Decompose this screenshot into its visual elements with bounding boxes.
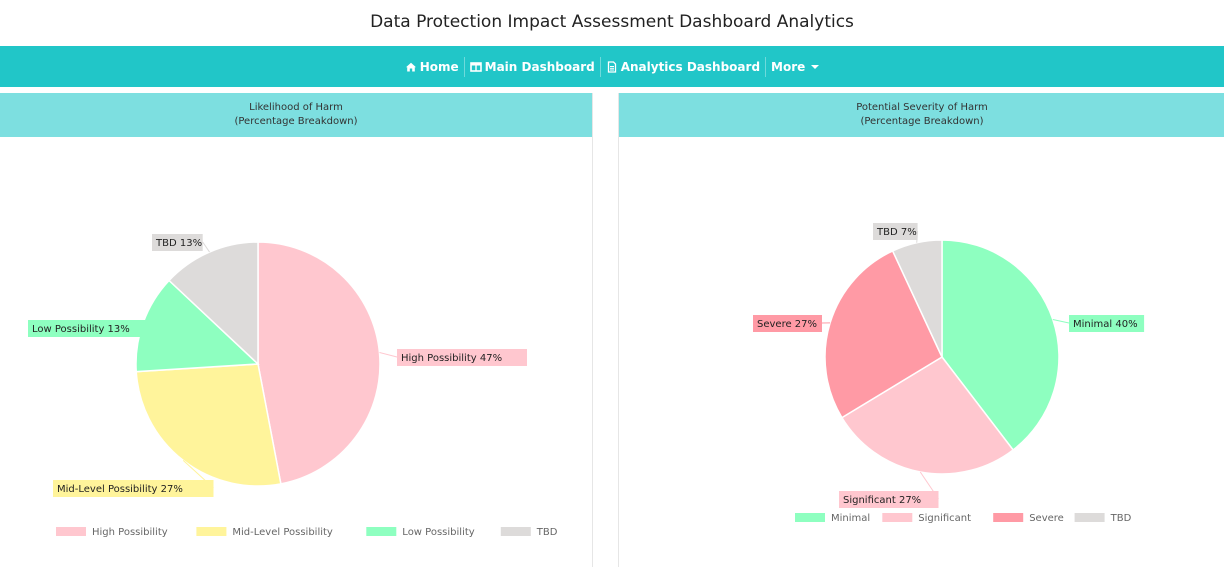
legend-swatch-high-possibility[interactable] [56, 527, 86, 536]
legend-label-tbd[interactable]: TBD [1110, 513, 1132, 524]
severity-panel-title: Potential Severity of Harm [856, 102, 988, 113]
data-label-box-tbd [152, 234, 203, 251]
legend-label-mid-level-possibility[interactable]: Mid-Level Possibility [232, 527, 333, 538]
legend-label-tbd[interactable]: TBD [536, 527, 558, 538]
legend-swatch-mid-level-possibility[interactable] [196, 527, 227, 536]
dashboard-icon [469, 61, 482, 72]
legend-label-low-possibility[interactable]: Low Possibility [402, 527, 474, 538]
data-label-minimal: Minimal 40% [1073, 319, 1138, 330]
pie-slice-tbd[interactable] [168, 241, 259, 366]
data-label-low-possibility: Low Possibility 13% [32, 324, 130, 335]
legend-swatch-low-possibility[interactable] [366, 527, 397, 536]
likelihood-panel-header: Likelihood of Harm (Percentage Breakdown… [0, 93, 592, 137]
data-label-box-mid-level-possibility [53, 480, 214, 497]
nav-main-dashboard[interactable]: Main Dashboard [463, 56, 600, 77]
data-label-box-severe [753, 315, 822, 332]
severity-panel: Potential Severity of Harm (Percentage B… [618, 93, 1224, 567]
data-label-significant: Significant 27% [843, 495, 921, 506]
data-label-tbd: TBD 7% [876, 227, 917, 238]
likelihood-pie-chart: High Possibility 47% Mid-Level Possibilit… [28, 234, 558, 538]
nav-analytics-dashboard-label: Analytics Dashboard [620, 59, 761, 74]
nav-home-label: Home [419, 59, 459, 74]
legend-label-high-possibility[interactable]: High Possibility [92, 527, 168, 538]
legend-swatch-severe[interactable] [993, 513, 1024, 522]
leader-line-minimal [1052, 318, 1070, 324]
pie-slice-severe[interactable] [824, 249, 943, 419]
data-label-box-tbd [873, 223, 918, 240]
likelihood-panel-subtitle: (Percentage Breakdown) [234, 116, 358, 127]
severity-pie-chart: Minimal 40% Significant 27% Severe 27% TBD … [753, 223, 1145, 524]
nav-analytics-dashboard[interactable]: Analytics Dashboard [599, 56, 765, 77]
home-icon [405, 62, 416, 71]
legend-swatch-tbd[interactable] [1074, 513, 1105, 522]
leader-line-tbd [202, 241, 210, 253]
caret-down-icon [811, 65, 820, 69]
legend-label-significant[interactable]: Significant [918, 513, 971, 524]
legend-swatch-tbd[interactable] [500, 527, 531, 536]
document-icon [607, 60, 616, 73]
legend-label-severe[interactable]: Severe [1029, 513, 1064, 524]
nav-main-dashboard-label: Main Dashboard [484, 59, 595, 74]
pie-slice-minimal[interactable] [941, 239, 1060, 451]
legend-swatch-minimal[interactable] [795, 513, 825, 522]
legend-label-minimal[interactable]: Minimal [831, 513, 870, 524]
nav-home[interactable]: Home [400, 57, 464, 77]
pie-slice-high-possibility[interactable] [257, 241, 381, 485]
data-label-severe: Severe 27% [757, 319, 817, 330]
data-label-tbd: TBD 13% [155, 238, 202, 249]
pie-slice-mid-level-possibility[interactable] [135, 363, 282, 487]
data-label-mid-level-possibility: Mid-Level Possibility 27% [57, 484, 183, 495]
severity-panel-subtitle: (Percentage Breakdown) [860, 116, 984, 127]
severity-panel-header: Potential Severity of Harm (Percentage B… [619, 93, 1224, 137]
likelihood-panel-title: Likelihood of Harm [249, 102, 343, 113]
top-navbar: Home Main Dashboard Analytics Dashboard … [0, 46, 1224, 87]
data-label-box-low-possibility [28, 320, 152, 337]
nav-more-label: More [771, 59, 806, 74]
likelihood-panel: Likelihood of Harm (Percentage Breakdown… [0, 93, 593, 567]
leader-line-high-possibility [379, 352, 398, 358]
legend-swatch-significant[interactable] [882, 513, 913, 522]
data-label-box-minimal [1069, 315, 1145, 332]
page-title: Data Protection Impact Assessment Dashbo… [370, 12, 854, 32]
data-label-high-possibility: High Possibility 47% [401, 353, 502, 364]
nav-more-dropdown[interactable]: More [765, 56, 824, 77]
data-label-box-high-possibility [397, 349, 527, 366]
data-label-box-significant [839, 491, 939, 508]
